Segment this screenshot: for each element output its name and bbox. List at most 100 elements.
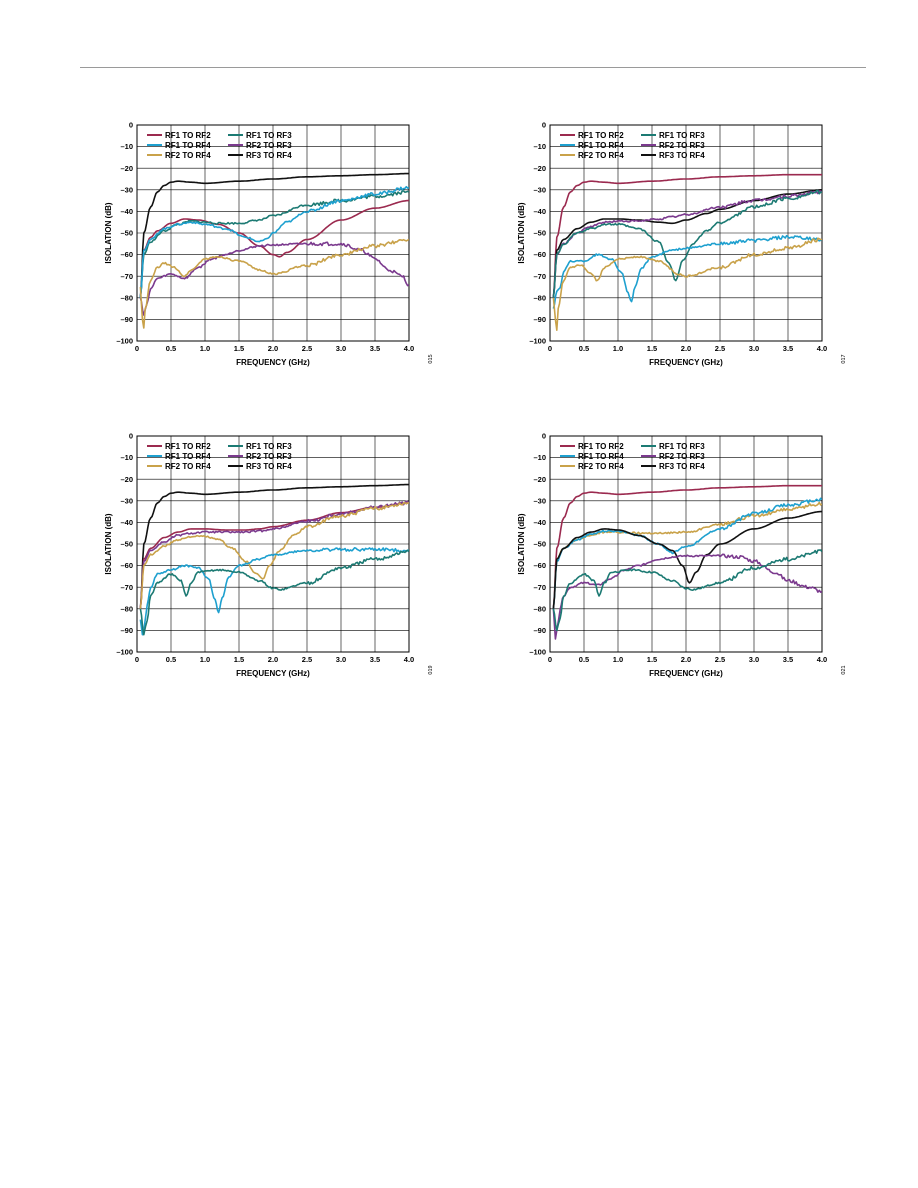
legend-label: RF1 TO RF4 — [578, 141, 624, 150]
series-line-rf1-to-rf3 — [552, 549, 822, 632]
legend-label: RF2 TO RF3 — [246, 141, 292, 150]
x-axis-label: FREQUENCY (GHz) — [236, 669, 310, 678]
legend-label: RF1 TO RF3 — [246, 131, 292, 140]
legend-label: RF3 TO RF4 — [246, 462, 292, 471]
y-tick-label: 0 — [129, 121, 133, 130]
legend-item-rf3-to-rf4: RF3 TO RF4 — [228, 151, 292, 160]
x-tick-label: 1.5 — [647, 655, 657, 664]
series-line-rf3-to-rf4 — [552, 189, 822, 298]
y-tick-label: –100 — [116, 337, 133, 346]
legend-item-rf1-to-rf4: RF1 TO RF4 — [560, 141, 624, 150]
y-axis-label: ISOLATION (dB) — [104, 202, 113, 264]
figure-code: 015 — [428, 354, 434, 363]
legend-item-rf1-to-rf2: RF1 TO RF2 — [147, 442, 211, 451]
y-tick-label: –20 — [533, 164, 546, 173]
series-line-rf2-to-rf4 — [552, 237, 822, 331]
legend-label: RF1 TO RF2 — [165, 442, 211, 451]
x-tick-label: 0 — [548, 344, 552, 353]
legend-item-rf1-to-rf2: RF1 TO RF2 — [560, 131, 624, 140]
series-line-rf2-to-rf3 — [552, 190, 822, 298]
y-axis-label: ISOLATION (dB) — [517, 202, 526, 264]
x-tick-label: 3.0 — [336, 655, 346, 664]
legend-item-rf1-to-rf4: RF1 TO RF4 — [147, 452, 211, 461]
series-line-rf3-to-rf4 — [139, 172, 409, 298]
legend-item-rf1-to-rf2: RF1 TO RF2 — [147, 131, 211, 140]
legend-label: RF3 TO RF4 — [659, 151, 705, 160]
x-tick-label: 0.5 — [166, 344, 176, 353]
legend-label: RF2 TO RF3 — [246, 452, 292, 461]
y-tick-label: –70 — [120, 583, 133, 592]
legend-label: RF2 TO RF3 — [659, 452, 705, 461]
figure-code: 021 — [841, 665, 847, 674]
y-tick-label: –70 — [533, 583, 546, 592]
x-tick-label: 0 — [135, 344, 139, 353]
x-tick-label: 3.5 — [783, 655, 793, 664]
y-tick-label: –40 — [120, 207, 133, 216]
x-axis-label: FREQUENCY (GHz) — [649, 669, 723, 678]
legend-label: RF1 TO RF4 — [165, 141, 211, 150]
legend-label: RF1 TO RF3 — [659, 442, 705, 451]
legend-item-rf2-to-rf4: RF2 TO RF4 — [560, 151, 624, 160]
y-tick-label: –80 — [533, 604, 546, 613]
y-tick-label: –60 — [120, 250, 133, 259]
y-tick-label: –90 — [533, 626, 546, 635]
chart-015: 0 0.5 1.0 1.5 2.0 2.5 3.0 3.5 4.0 0 –10 –20 –30 –40 –5… — [104, 121, 434, 367]
y-tick-label: –10 — [533, 142, 546, 151]
x-tick-label: 2.5 — [715, 655, 725, 664]
y-tick-label: –10 — [120, 142, 133, 151]
y-tick-label: –90 — [533, 315, 546, 324]
legend-item-rf2-to-rf3: RF2 TO RF3 — [228, 452, 292, 461]
series-line-rf2-to-rf4 — [139, 238, 409, 329]
y-tick-label: –30 — [120, 496, 133, 505]
x-tick-label: 1.0 — [613, 344, 623, 353]
chart-019: 0 0.5 1.0 1.5 2.0 2.5 3.0 3.5 4.0 0 –10 –20 –30 –40 –5… — [104, 432, 434, 678]
x-tick-label: 1.5 — [234, 344, 244, 353]
legend-item-rf2-to-rf3: RF2 TO RF3 — [641, 141, 705, 150]
legend-item-rf1-to-rf3: RF1 TO RF3 — [641, 442, 705, 451]
x-tick-label: 1.0 — [200, 655, 210, 664]
legend-label: RF2 TO RF4 — [165, 462, 211, 471]
legend-label: RF1 TO RF2 — [578, 131, 624, 140]
x-tick-label: 1.5 — [647, 344, 657, 353]
y-tick-label: –100 — [116, 648, 133, 657]
legend-label: RF1 TO RF2 — [165, 131, 211, 140]
x-tick-label: 2.5 — [715, 344, 725, 353]
legend-label: RF2 TO RF3 — [659, 141, 705, 150]
series-line-rf1-to-rf2 — [552, 484, 822, 609]
x-tick-label: 3.5 — [783, 344, 793, 353]
y-tick-label: –60 — [120, 561, 133, 570]
y-tick-label: –60 — [533, 250, 546, 259]
series-line-rf2-to-rf3 — [139, 241, 409, 316]
x-tick-label: 0.5 — [166, 655, 176, 664]
y-tick-label: 0 — [542, 432, 546, 441]
legend-item-rf2-to-rf4: RF2 TO RF4 — [147, 462, 211, 471]
legend-label: RF1 TO RF3 — [659, 131, 705, 140]
legend-label: RF1 TO RF2 — [578, 442, 624, 451]
y-tick-label: 0 — [542, 121, 546, 130]
chart-021: 0 0.5 1.0 1.5 2.0 2.5 3.0 3.5 4.0 0 –10 –20 –30 –40 –5… — [517, 432, 847, 678]
y-tick-label: –10 — [533, 453, 546, 462]
legend-item-rf1-to-rf4: RF1 TO RF4 — [560, 452, 624, 461]
series-line-rf1-to-rf4 — [552, 234, 822, 309]
y-tick-label: –20 — [533, 475, 546, 484]
x-tick-label: 3.0 — [336, 344, 346, 353]
x-tick-label: 2.5 — [302, 344, 312, 353]
x-tick-label: 2.5 — [302, 655, 312, 664]
x-tick-label: 3.5 — [370, 655, 380, 664]
legend-label: RF2 TO RF4 — [165, 151, 211, 160]
y-tick-label: –70 — [120, 272, 133, 281]
y-tick-label: –20 — [120, 475, 133, 484]
series-line-rf3-to-rf4 — [139, 483, 409, 609]
y-tick-label: –50 — [533, 229, 546, 238]
series-line-rf2-to-rf4 — [139, 502, 409, 609]
y-tick-label: –80 — [120, 293, 133, 302]
legend-item-rf2-to-rf4: RF2 TO RF4 — [560, 462, 624, 471]
y-axis-label: ISOLATION (dB) — [517, 513, 526, 575]
x-tick-label: 0 — [548, 655, 552, 664]
y-tick-label: –40 — [533, 207, 546, 216]
legend-item-rf3-to-rf4: RF3 TO RF4 — [228, 462, 292, 471]
legend-item-rf1-to-rf4: RF1 TO RF4 — [147, 141, 211, 150]
series-line-rf1-to-rf2 — [552, 173, 822, 298]
x-tick-label: 2.0 — [268, 344, 278, 353]
x-tick-label: 3.0 — [749, 344, 759, 353]
